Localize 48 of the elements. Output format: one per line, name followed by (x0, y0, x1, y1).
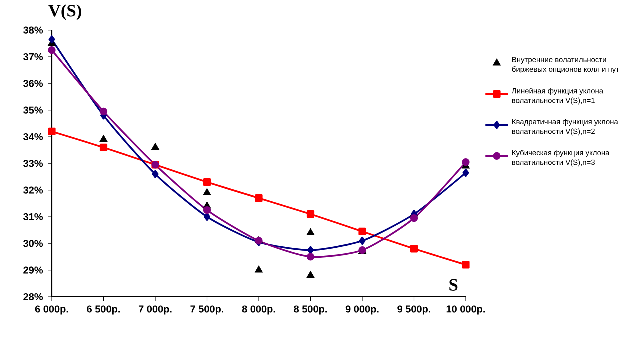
point (204, 212, 211, 222)
point (203, 206, 212, 214)
x-axis-title: S (450, 279, 458, 291)
x-tick-label: 8 500р. (294, 306, 328, 315)
y-tick-label: 34% (24, 133, 44, 141)
point (255, 194, 263, 202)
point (306, 253, 315, 261)
point (359, 236, 366, 246)
point (100, 144, 108, 152)
point (48, 128, 56, 136)
y-tick-label: 28% (24, 293, 44, 301)
point (306, 271, 315, 278)
point (255, 266, 263, 273)
point (410, 214, 418, 222)
y-tick-label: 30% (24, 240, 44, 248)
point (100, 108, 108, 116)
y-tick-label: 32% (24, 186, 44, 194)
x-tick-label: 9 500р. (398, 306, 431, 315)
y-tick-label: 31% (24, 213, 44, 221)
y-tick-label: 36% (24, 80, 44, 88)
point (203, 188, 212, 196)
y-tick-label: 35% (24, 106, 44, 114)
x-tick-label: 8 000р. (242, 306, 276, 315)
point (306, 210, 315, 218)
y-tick-label: 29% (24, 266, 44, 274)
point (462, 168, 470, 178)
x-tick-label: 7 000р. (138, 306, 172, 315)
y-tick-label: 37% (24, 53, 44, 61)
x-tick-label: 6 000р. (35, 306, 68, 315)
x-tick-label: 9 000р. (346, 306, 379, 315)
point (307, 246, 314, 254)
point (358, 228, 366, 236)
point (203, 178, 212, 186)
point (152, 170, 159, 178)
y-axis-title: V(S) (48, 4, 82, 20)
point (48, 36, 56, 44)
point (48, 46, 56, 54)
point (462, 261, 470, 269)
point (462, 158, 470, 166)
point (100, 135, 108, 142)
point (410, 245, 418, 253)
y-tick-label: 33% (24, 160, 44, 168)
y-tick-label: 38% (24, 26, 44, 34)
point (152, 143, 160, 150)
point (306, 228, 315, 236)
x-tick-label: 10 000р. (446, 306, 486, 315)
x-tick-label: 7 500р. (190, 306, 224, 315)
x-tick-label: 6 500р. (87, 306, 120, 315)
